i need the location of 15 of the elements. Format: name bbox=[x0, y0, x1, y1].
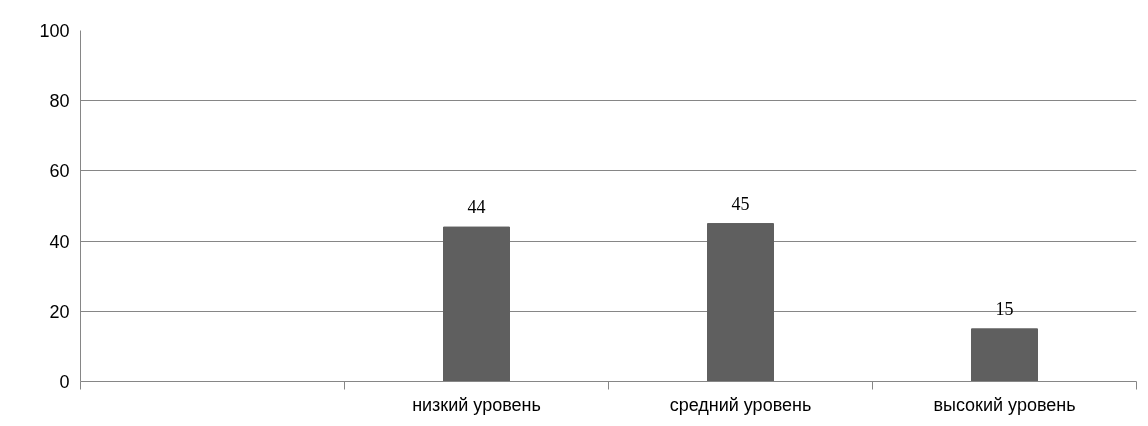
y-tick-label: 40 bbox=[49, 231, 70, 252]
data-label: 15 bbox=[995, 298, 1014, 319]
y-tick-label: 60 bbox=[49, 161, 70, 182]
bar bbox=[971, 328, 1038, 382]
data-label: 45 bbox=[731, 193, 750, 214]
bar bbox=[707, 223, 774, 382]
y-tick-label: 80 bbox=[49, 91, 70, 112]
x-tick-label: высокий уровень bbox=[933, 394, 1076, 415]
data-label: 44 bbox=[467, 197, 486, 218]
y-tick-label: 100 bbox=[39, 21, 70, 41]
x-tick-label: средний уровень bbox=[669, 394, 812, 415]
y-tick-label: 20 bbox=[49, 301, 70, 322]
bar bbox=[443, 226, 510, 382]
x-tick-label: низкий уровень bbox=[412, 394, 541, 415]
y-tick-label: 0 bbox=[59, 372, 70, 392]
